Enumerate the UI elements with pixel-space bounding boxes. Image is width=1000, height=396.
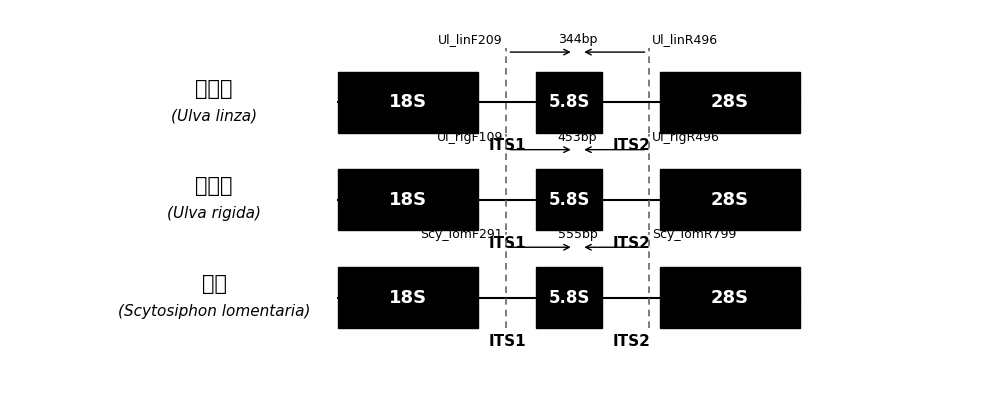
Bar [536,169,602,230]
Bar [660,267,800,328]
Bar [660,72,800,133]
Text: Ul_linF209: Ul_linF209 [438,33,503,46]
Bar [536,72,602,133]
Text: 硬石莼: 硬石莼 [195,176,233,196]
Text: ITS2: ITS2 [612,333,650,348]
Text: Ul_rigR496: Ul_rigR496 [652,131,720,144]
Text: 18S: 18S [389,289,427,307]
Text: ITS2: ITS2 [612,236,650,251]
Text: 555bp: 555bp [558,228,597,241]
Text: 5.8S: 5.8S [549,93,590,111]
Text: ITS1: ITS1 [489,333,526,348]
Bar [660,169,800,230]
Bar [338,267,478,328]
Text: 28S: 28S [711,191,749,209]
Bar [338,72,478,133]
Text: (Ulva linza): (Ulva linza) [171,109,257,124]
Text: ITS1: ITS1 [489,236,526,251]
Text: 5.8S: 5.8S [549,289,590,307]
Text: ITS1: ITS1 [489,138,526,153]
Text: 莓藻: 莓藻 [202,274,227,294]
Text: 28S: 28S [711,93,749,111]
Text: ITS2: ITS2 [612,138,650,153]
Text: (Scytosiphon lomentaria): (Scytosiphon lomentaria) [118,304,310,319]
Text: 344bp: 344bp [558,33,597,46]
Text: Ul_linR496: Ul_linR496 [652,33,718,46]
Text: 长石莼: 长石莼 [195,79,233,99]
Bar [536,267,602,328]
Text: 18S: 18S [389,93,427,111]
Text: Scy_lomF291: Scy_lomF291 [420,228,503,241]
Text: Ul_rigF109: Ul_rigF109 [436,131,503,144]
Text: 5.8S: 5.8S [549,191,590,209]
Text: 28S: 28S [711,289,749,307]
Text: 18S: 18S [389,191,427,209]
Text: 453bp: 453bp [558,131,597,144]
Text: (Ulva rigida): (Ulva rigida) [167,206,261,221]
Bar [338,169,478,230]
Text: Scy_lomR799: Scy_lomR799 [652,228,736,241]
